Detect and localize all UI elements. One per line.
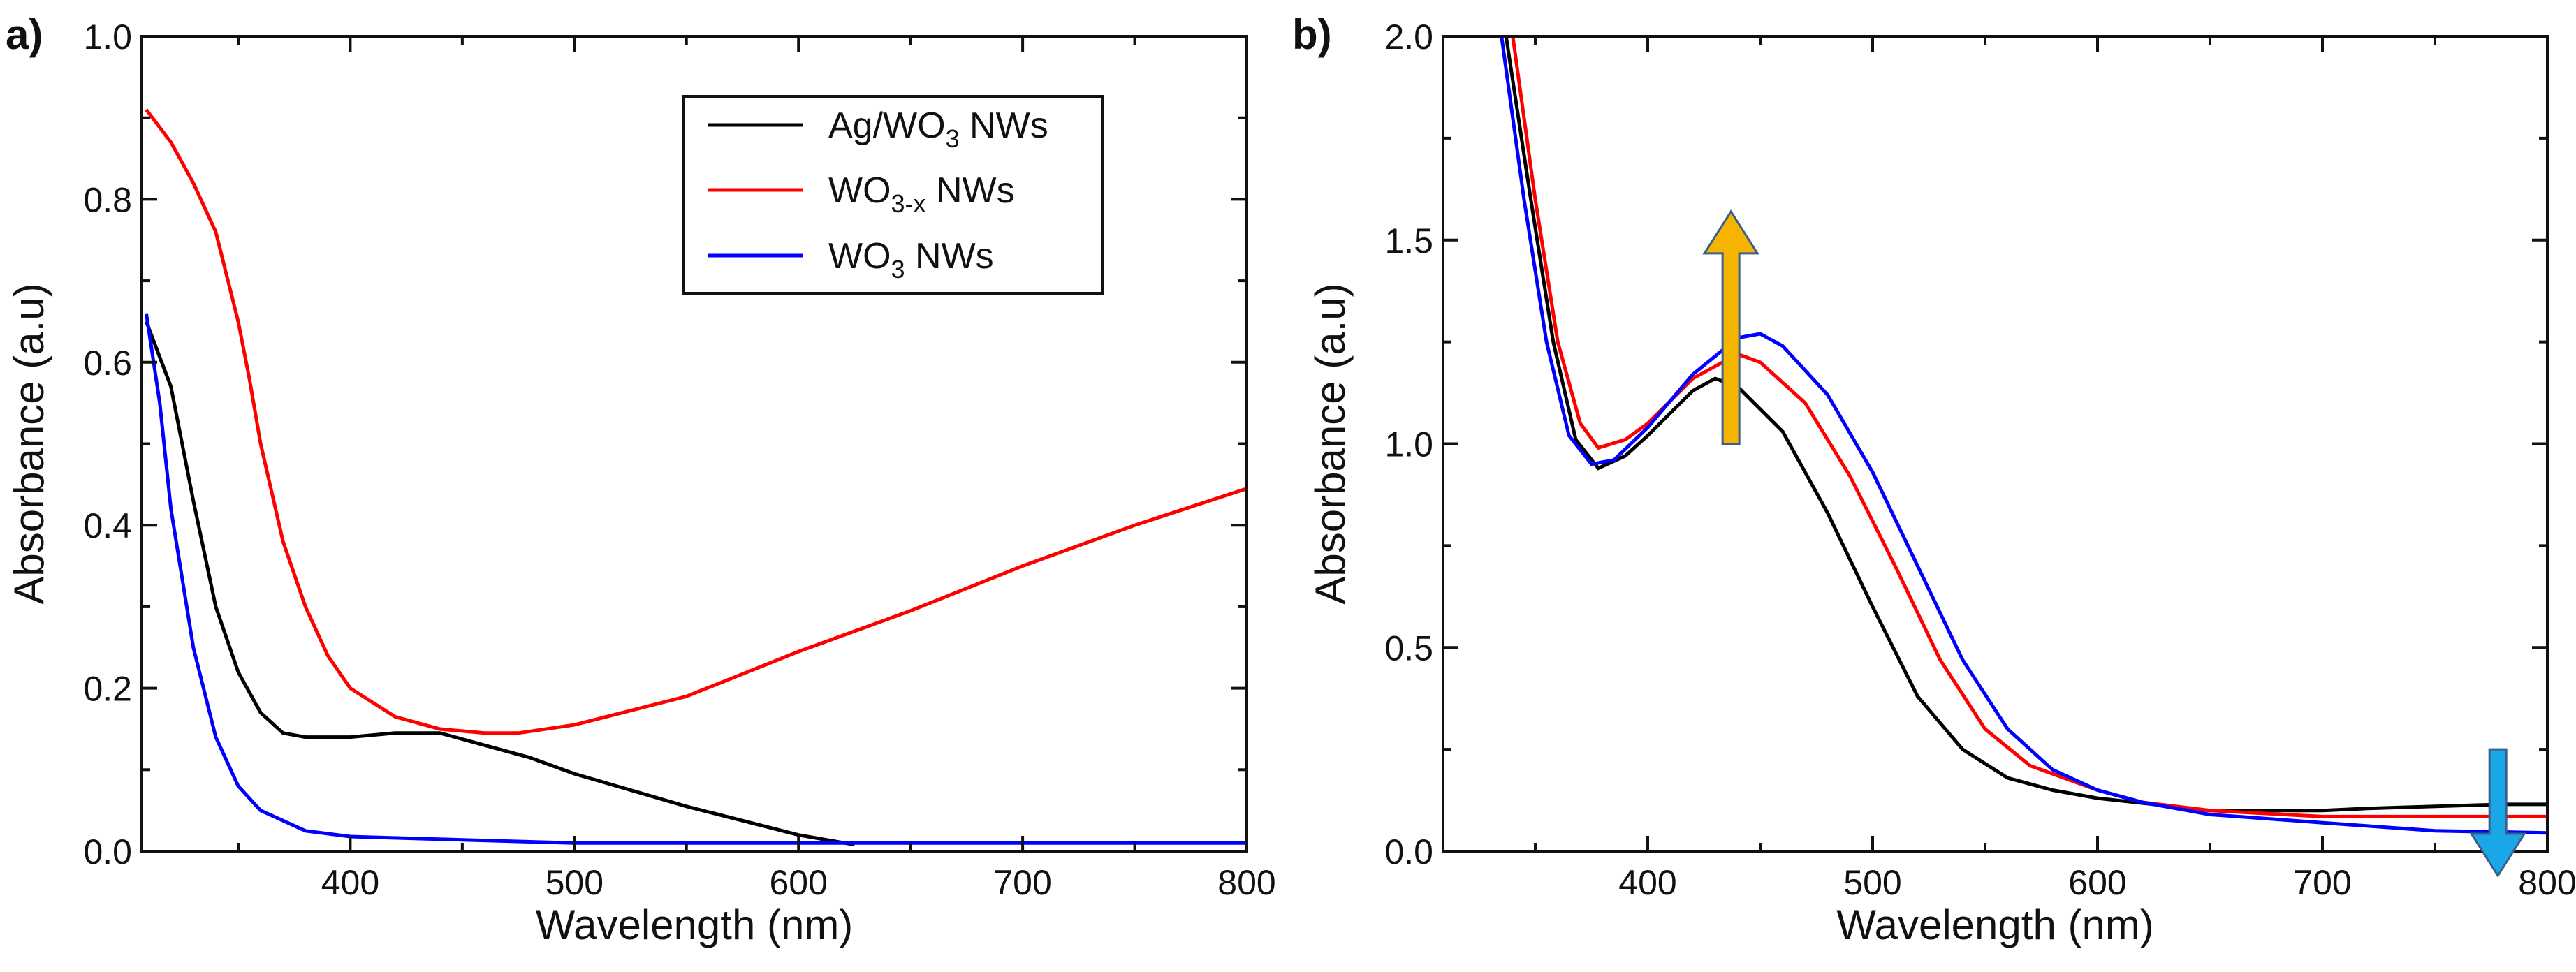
legend-label-subscript: 3 <box>946 124 960 153</box>
y-axis-title: Absorbance (a.u) <box>6 283 52 604</box>
x-tick-label: 600 <box>769 863 827 902</box>
legend-label-suffix: NWs <box>926 170 1015 211</box>
legend-label-main: WO <box>828 236 891 277</box>
x-tick-label: 400 <box>1618 863 1676 902</box>
panel-label: b) <box>1292 11 1332 58</box>
legend-label: WO3 NWs <box>828 236 994 284</box>
panel-label: a) <box>6 11 43 58</box>
y-tick-label: 0.0 <box>1384 832 1433 871</box>
legend-label: WO3-x NWs <box>828 170 1015 218</box>
x-tick-label: 800 <box>1217 863 1275 902</box>
legend-label-suffix: NWs <box>960 105 1048 146</box>
legend-label-suffix: NWs <box>905 236 994 277</box>
x-tick-label: 800 <box>2518 863 2576 902</box>
series-line-blue <box>1500 36 2547 835</box>
y-tick-label: 0.0 <box>83 832 132 871</box>
legend-label-subscript: 3 <box>891 255 905 284</box>
y-tick-label: 0.4 <box>83 506 132 545</box>
y-tick-label: 1.0 <box>83 17 132 57</box>
arrow-up-icon <box>1702 209 1759 445</box>
y-tick-label: 1.0 <box>1384 425 1433 464</box>
series-line-black <box>1504 36 2547 813</box>
x-tick-label: 600 <box>2068 863 2126 902</box>
y-tick-label: 0.2 <box>83 670 132 709</box>
x-tick-label: 700 <box>993 863 1051 902</box>
x-axis-title: Wavelength (nm) <box>536 901 854 948</box>
panel-b: 400 500 600 700 800 0.0 0.5 1.0 1.5 2.0 Wavelength… <box>1292 11 2576 948</box>
legend-label-subscript: 3-x <box>891 189 926 218</box>
y-tick-label: 0.5 <box>1384 628 1433 668</box>
series-line-ag-wo3-nws <box>145 321 855 847</box>
y-tick-label: 2.0 <box>1384 17 1433 57</box>
series-line-red <box>1511 36 2547 818</box>
legend-box <box>682 95 1104 295</box>
legend-label-main: WO <box>828 170 891 211</box>
x-tick-label: 400 <box>321 863 379 902</box>
y-tick-label: 0.6 <box>83 344 132 383</box>
x-tick-label: 500 <box>1843 863 1901 902</box>
legend-label: Ag/WO3 NWs <box>828 105 1048 153</box>
legend-label-main: Ag/WO <box>828 105 946 146</box>
series-line-wo3-nws <box>144 313 1247 845</box>
x-tick-label: 500 <box>546 863 603 902</box>
panel-a: 400 500 600 700 800 0.0 0.2 0.4 0.6 0.8 1.0 Wavelen… <box>6 11 1276 948</box>
y-tick-label: 0.8 <box>83 180 132 219</box>
y-tick-label: 1.5 <box>1384 221 1433 260</box>
arrow-down-icon <box>2469 748 2526 878</box>
y-axis-title: Absorbance (a.u) <box>1307 283 1354 604</box>
x-axis-title: Wavelength (nm) <box>1836 901 2154 948</box>
x-tick-label: 700 <box>2293 863 2351 902</box>
series-line-wo3-x-nws <box>145 108 1247 735</box>
